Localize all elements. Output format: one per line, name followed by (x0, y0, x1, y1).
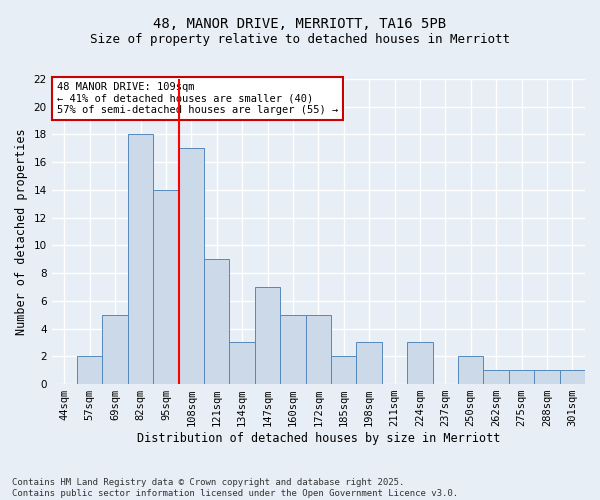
Bar (128, 134, 153, 384)
Bar (229, 342, 255, 384)
Y-axis label: Number of detached properties: Number of detached properties (15, 128, 28, 335)
Bar (103, 314, 128, 384)
Bar (280, 314, 305, 384)
Bar (77, 356, 103, 384)
Bar (305, 314, 331, 384)
Bar (560, 370, 585, 384)
Bar (204, 260, 229, 384)
Bar (484, 370, 509, 384)
Bar (356, 342, 382, 384)
Text: Size of property relative to detached houses in Merriott: Size of property relative to detached ho… (90, 32, 510, 46)
Bar (509, 370, 534, 384)
Text: 48 MANOR DRIVE: 109sqm
← 41% of detached houses are smaller (40)
57% of semi-det: 48 MANOR DRIVE: 109sqm ← 41% of detached… (57, 82, 338, 116)
Bar (331, 356, 356, 384)
Bar (534, 370, 560, 384)
Bar (255, 287, 280, 384)
Bar (458, 356, 484, 384)
Text: 48, MANOR DRIVE, MERRIOTT, TA16 5PB: 48, MANOR DRIVE, MERRIOTT, TA16 5PB (154, 18, 446, 32)
Bar (179, 148, 204, 384)
Text: Contains HM Land Registry data © Crown copyright and database right 2025.
Contai: Contains HM Land Registry data © Crown c… (12, 478, 458, 498)
Bar (407, 342, 433, 384)
Bar (153, 190, 179, 384)
X-axis label: Distribution of detached houses by size in Merriott: Distribution of detached houses by size … (137, 432, 500, 445)
